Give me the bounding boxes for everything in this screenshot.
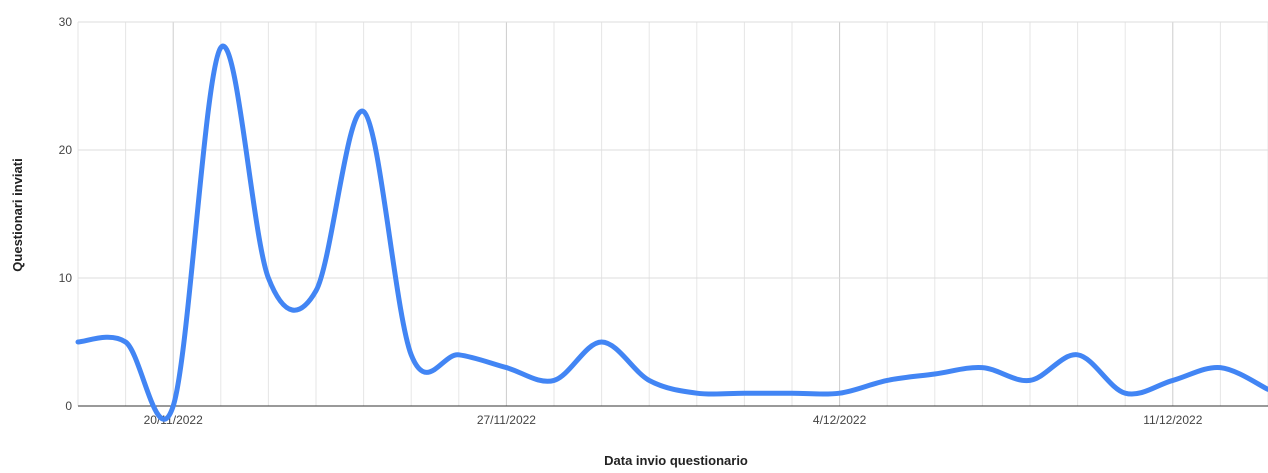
y-tick-labels: 0 10 20 30 [59,15,73,413]
y-axis-title: Questionari inviati [10,158,25,271]
x-tick-label: 27/11/2022 [477,413,536,427]
x-tick-label: 4/12/2022 [813,413,867,427]
series-layer [78,46,1268,419]
x-tick-labels: 20/11/2022 27/11/2022 4/12/2022 11/12/2022 [144,413,1203,427]
y-tick-label: 10 [59,271,73,285]
x-tick-label: 20/11/2022 [144,413,203,427]
y-tick-label: 20 [59,143,73,157]
series-line [78,46,1268,419]
x-axis-title: Data invio questionario [604,453,748,468]
y-tick-label: 0 [65,399,72,413]
x-tick-label: 11/12/2022 [1143,413,1202,427]
y-tick-label: 30 [59,15,73,29]
